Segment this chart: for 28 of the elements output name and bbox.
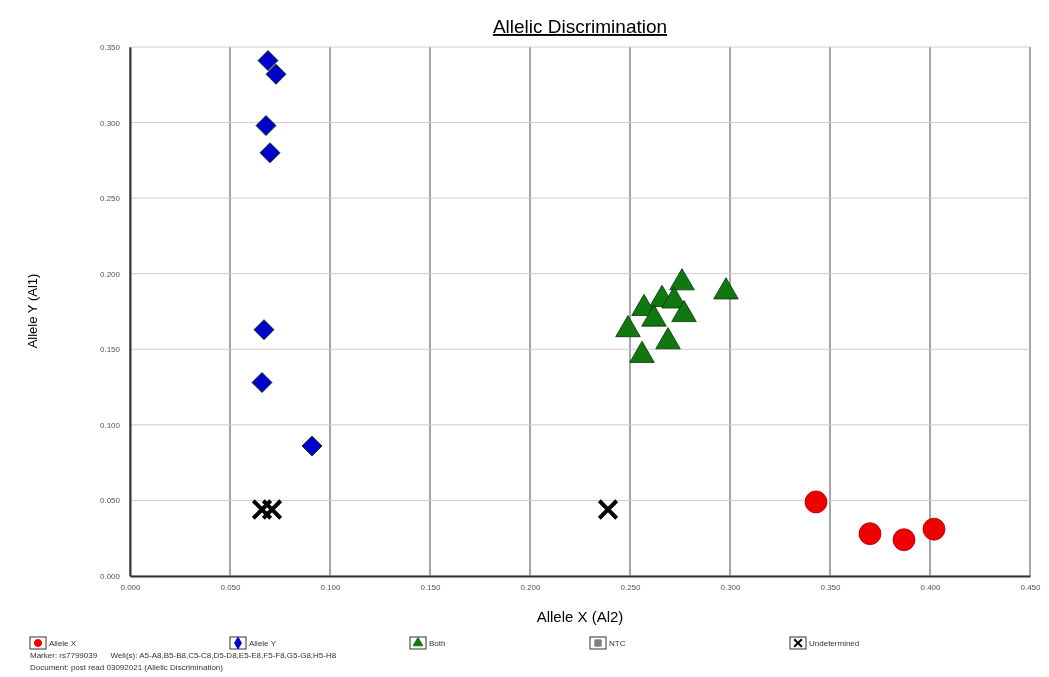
x-tick-label: 0.250 — [620, 582, 642, 592]
legend-label: Undetermined — [809, 639, 860, 648]
y-tick-label: 0.200 — [99, 269, 121, 279]
chart-title: Allelic Discrimination — [492, 16, 668, 37]
y-tick-label: 0.100 — [99, 420, 121, 430]
x-tick-label: 0.200 — [520, 582, 542, 592]
x-tick-label: 0.100 — [320, 582, 342, 592]
x-tick-label: 0.050 — [220, 582, 242, 592]
legend-label: Both — [429, 639, 446, 648]
legend-label: NTC — [609, 639, 626, 648]
y-axis-title: Allele Y (Al1) — [25, 273, 40, 349]
legend-label: Allele Y — [249, 639, 277, 648]
text: Marker: rs7799039 Well(s): A5-A8,B5-B8,C5-C8,D5-D8,E5-E8,F5-F8,G5-G8,H5-H8 — [30, 651, 337, 660]
y-tick-label: 0.300 — [99, 118, 121, 128]
x-tick-label: 0.450 — [1020, 582, 1042, 592]
x-tick-label: 0.300 — [720, 582, 742, 592]
y-tick-label: 0.350 — [99, 43, 121, 53]
x-tick-label: 0.400 — [920, 582, 942, 592]
y-tick-label: 0.250 — [99, 194, 121, 204]
x-tick-label: 0.000 — [120, 582, 142, 592]
y-tick-label: 0.000 — [99, 572, 121, 582]
text: Document: post read 03092021 (Allelic Discrimination) — [30, 663, 224, 672]
legend-label: Allele X — [49, 639, 77, 648]
x-tick-label: 0.150 — [420, 582, 442, 592]
y-tick-label: 0.150 — [99, 345, 121, 355]
x-axis-title: Allele X (Al2) — [536, 608, 624, 625]
x-tick-label: 0.350 — [820, 582, 842, 592]
y-tick-label: 0.050 — [99, 496, 121, 506]
